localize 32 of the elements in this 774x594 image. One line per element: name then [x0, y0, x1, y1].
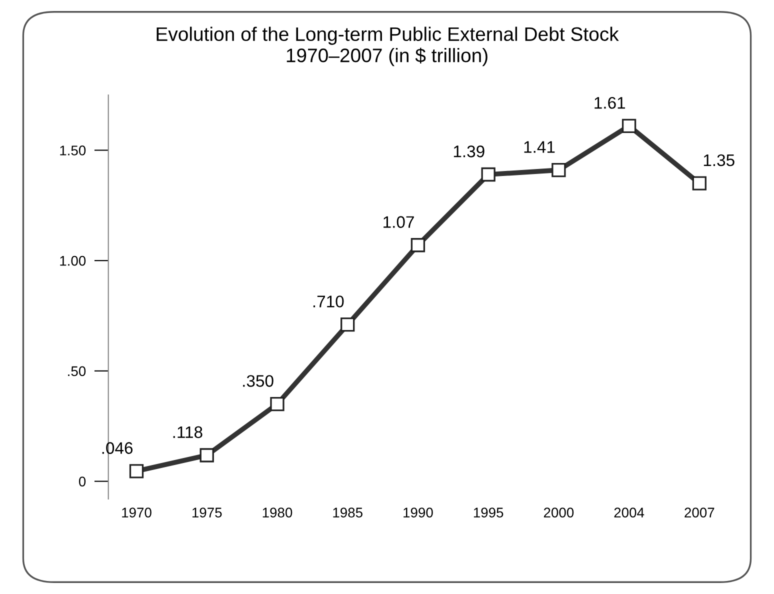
y-tick-label: 1.00: [60, 256, 86, 266]
point: [340, 318, 355, 332]
point: [552, 163, 566, 178]
y-tick-label: .50: [68, 366, 86, 376]
x-tick-label: 1990: [404, 508, 433, 518]
x-tick-label: 2000: [544, 508, 574, 518]
data-label: .118: [173, 426, 202, 438]
x-tick-label: 1995: [474, 508, 504, 518]
point: [481, 167, 496, 182]
x-tick-label: 2004: [614, 508, 644, 518]
y-tick-label: 1.50: [60, 146, 86, 156]
x-tick-label: 1970: [122, 508, 152, 518]
x-tick-label: 2007: [684, 508, 714, 518]
x-tick-label: 1985: [333, 508, 362, 518]
data-label: .710: [313, 296, 344, 308]
point: [200, 448, 214, 462]
data-label: .046: [102, 442, 133, 454]
point: [270, 396, 284, 412]
x-tick-label: 1975: [192, 508, 222, 518]
point: [129, 464, 144, 478]
point: [692, 176, 706, 190]
data-label: 1.35: [704, 154, 734, 166]
data-label: 1.07: [384, 216, 414, 228]
data-label: 1.61: [594, 96, 626, 109]
data-label: 1.41: [524, 141, 555, 153]
data-label: 1.39: [454, 146, 484, 158]
chart-title: Evolution of the Long-term Public External Debt Stock 1970–2007 (in $ trillion): [156, 26, 619, 66]
data-label: .350: [243, 375, 274, 387]
x-tick-label: 1980: [262, 508, 292, 518]
point: [410, 238, 426, 252]
y-tick-label: 0: [78, 476, 86, 486]
point: [622, 118, 636, 134]
